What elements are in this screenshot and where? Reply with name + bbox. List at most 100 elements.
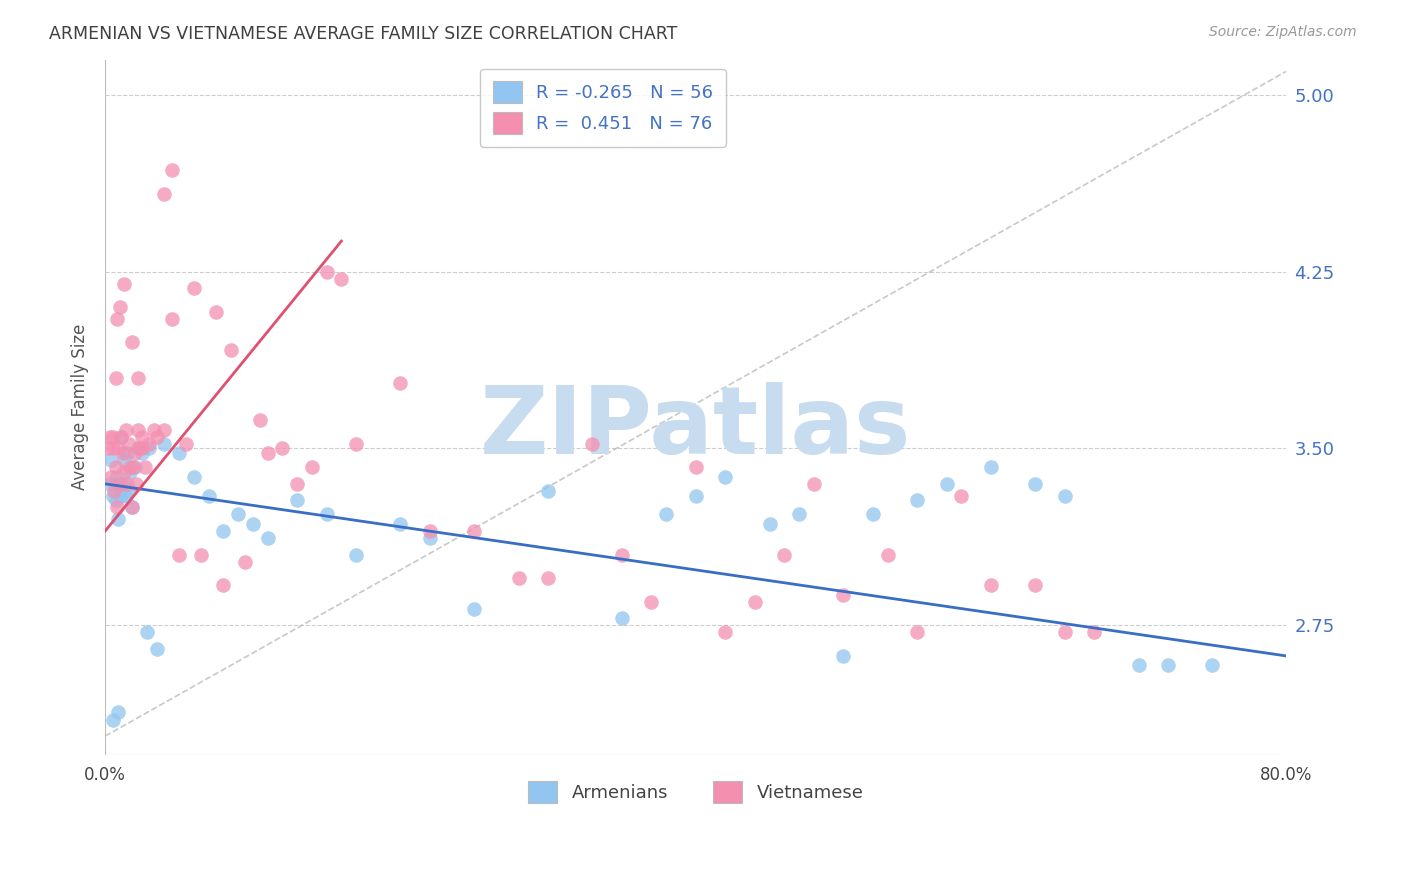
Point: [935, 476, 957, 491]
Point: [655, 508, 678, 522]
Text: ARMENIAN VS VIETNAMESE AVERAGE FAMILY SIZE CORRELATION CHART: ARMENIAN VS VIETNAMESE AVERAGE FAMILY SI…: [49, 25, 678, 43]
Point: [950, 489, 973, 503]
Point: [107, 442, 129, 456]
Point: [111, 476, 134, 491]
Point: [115, 423, 138, 437]
Point: [285, 476, 308, 491]
Point: [105, 470, 128, 484]
Point: [1024, 476, 1046, 491]
Point: [389, 516, 412, 531]
Point: [118, 437, 141, 451]
Point: [183, 470, 205, 484]
Point: [108, 483, 131, 498]
Point: [108, 300, 131, 314]
Point: [142, 423, 165, 437]
Point: [110, 430, 132, 444]
Point: [1083, 625, 1105, 640]
Point: [103, 476, 125, 491]
Point: [107, 512, 129, 526]
Point: [134, 460, 156, 475]
Point: [108, 476, 131, 491]
Point: [167, 548, 190, 562]
Point: [112, 465, 135, 479]
Point: [1201, 658, 1223, 673]
Point: [131, 430, 153, 444]
Point: [226, 508, 249, 522]
Point: [1053, 489, 1076, 503]
Point: [235, 555, 257, 569]
Point: [117, 476, 139, 491]
Point: [463, 601, 485, 615]
Point: [1128, 658, 1150, 673]
Point: [508, 571, 530, 585]
Point: [905, 625, 928, 640]
Point: [419, 524, 441, 538]
Point: [242, 516, 264, 531]
Point: [980, 460, 1002, 475]
Point: [131, 442, 153, 456]
Point: [463, 524, 485, 538]
Point: [212, 578, 235, 592]
Point: [104, 371, 127, 385]
Point: [980, 578, 1002, 592]
Point: [105, 311, 128, 326]
Point: [103, 483, 125, 498]
Point: [419, 531, 441, 545]
Point: [117, 446, 139, 460]
Point: [98, 430, 121, 444]
Point: [537, 571, 560, 585]
Point: [127, 371, 149, 385]
Point: [124, 446, 146, 460]
Point: [160, 311, 183, 326]
Point: [685, 460, 707, 475]
Point: [640, 595, 662, 609]
Point: [832, 588, 855, 602]
Point: [98, 476, 121, 491]
Point: [787, 508, 810, 522]
Point: [121, 500, 143, 515]
Point: [249, 413, 271, 427]
Point: [610, 548, 633, 562]
Point: [100, 470, 122, 484]
Point: [685, 489, 707, 503]
Point: [101, 442, 124, 456]
Y-axis label: Average Family Size: Average Family Size: [72, 324, 89, 491]
Point: [107, 706, 129, 720]
Point: [862, 508, 884, 522]
Text: Source: ZipAtlas.com: Source: ZipAtlas.com: [1209, 25, 1357, 39]
Point: [153, 423, 176, 437]
Point: [153, 437, 176, 451]
Point: [112, 453, 135, 467]
Legend: Armenians, Vietnamese: Armenians, Vietnamese: [516, 768, 876, 815]
Point: [131, 446, 153, 460]
Point: [256, 531, 278, 545]
Point: [256, 446, 278, 460]
Point: [120, 465, 142, 479]
Point: [127, 423, 149, 437]
Point: [389, 376, 412, 390]
Point: [122, 460, 145, 475]
Point: [315, 265, 337, 279]
Point: [219, 343, 242, 357]
Point: [100, 453, 122, 467]
Point: [714, 625, 737, 640]
Point: [581, 437, 603, 451]
Point: [905, 493, 928, 508]
Point: [121, 500, 143, 515]
Point: [1053, 625, 1076, 640]
Point: [110, 489, 132, 503]
Point: [120, 460, 142, 475]
Point: [344, 437, 367, 451]
Point: [111, 446, 134, 460]
Point: [118, 483, 141, 498]
Point: [537, 483, 560, 498]
Point: [744, 595, 766, 609]
Point: [101, 713, 124, 727]
Point: [190, 548, 212, 562]
Point: [714, 470, 737, 484]
Point: [97, 442, 120, 456]
Point: [773, 548, 796, 562]
Point: [197, 489, 219, 503]
Point: [101, 430, 124, 444]
Point: [153, 186, 176, 201]
